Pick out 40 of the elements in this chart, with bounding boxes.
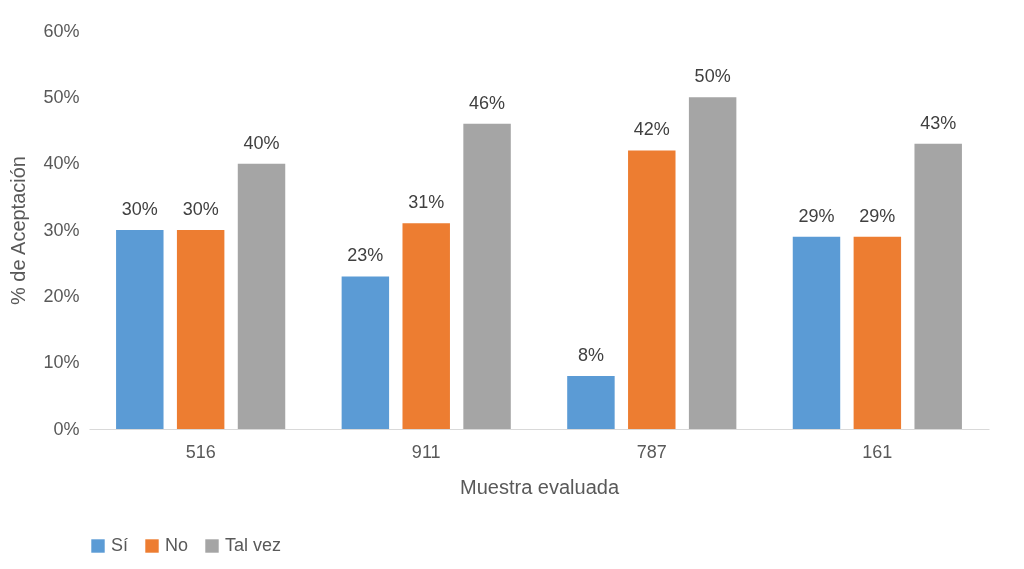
data-label: 43% — [920, 112, 957, 133]
data-label: 30% — [182, 199, 219, 219]
data-label: 8% — [577, 344, 604, 365]
bar — [853, 236, 902, 429]
bar — [116, 230, 164, 429]
y-axis-title: % de Aceptación — [7, 156, 30, 305]
x-tick-label: 161 — [862, 441, 893, 462]
bar — [402, 223, 450, 429]
bar — [341, 276, 390, 429]
x-tick-label: 516 — [185, 441, 216, 462]
y-tick-label: 50% — [43, 86, 80, 107]
data-label: 23% — [347, 245, 384, 266]
y-tick-label: 30% — [43, 219, 80, 240]
legend-label: Tal vez — [225, 535, 282, 555]
y-tick-label: 60% — [43, 20, 80, 41]
y-tick-label: 40% — [43, 153, 80, 174]
data-label: 50% — [694, 66, 731, 87]
legend-label: No — [165, 535, 189, 555]
data-label: 42% — [633, 119, 670, 140]
bar — [237, 163, 286, 429]
data-label: 29% — [798, 205, 835, 226]
x-axis-title: Muestra evaluada — [460, 475, 620, 498]
bar — [914, 143, 962, 429]
data-label: 46% — [469, 92, 506, 113]
bar — [792, 236, 841, 429]
y-tick-label: 10% — [43, 352, 80, 373]
data-label: 30% — [121, 199, 158, 219]
bar — [176, 230, 225, 429]
x-tick-label: 911 — [411, 441, 441, 462]
data-label: 31% — [408, 192, 445, 213]
bar — [463, 123, 511, 429]
data-label: 40% — [243, 132, 280, 153]
data-label: 29% — [859, 205, 896, 226]
y-tick-label: 20% — [43, 285, 80, 306]
legend-label: Sí — [111, 535, 129, 555]
bar — [688, 97, 737, 429]
x-tick-label: 787 — [636, 441, 667, 462]
bar — [567, 375, 615, 429]
bar — [628, 150, 676, 429]
y-tick-label: 0% — [53, 418, 80, 439]
